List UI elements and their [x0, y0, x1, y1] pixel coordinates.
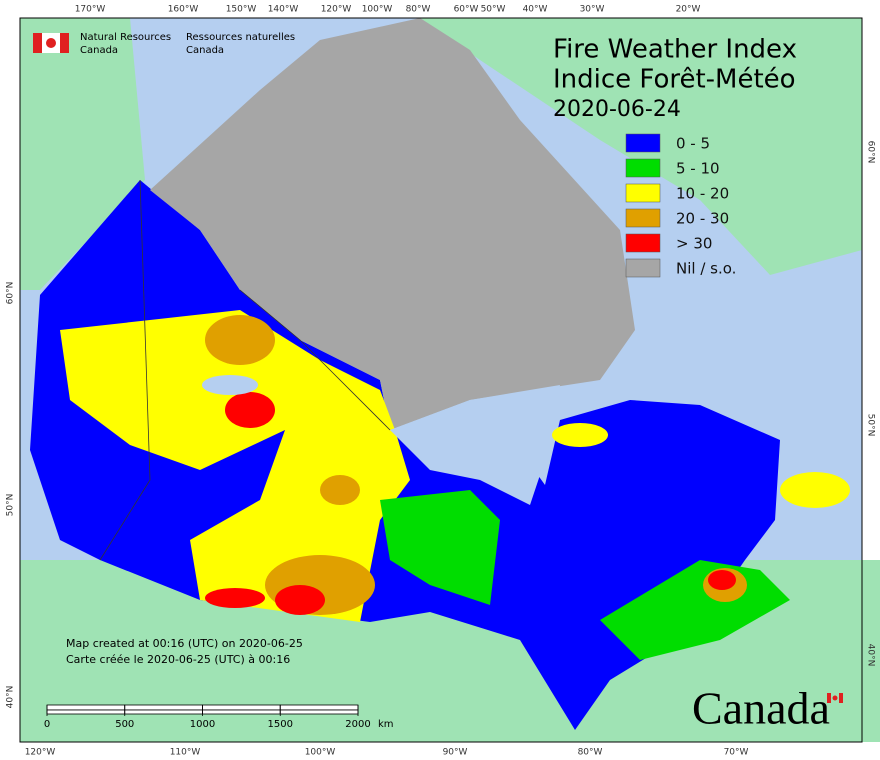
fwi-area	[320, 475, 360, 505]
legend-swatch	[625, 233, 661, 253]
legend-swatch	[625, 258, 661, 278]
scale-segment	[46, 704, 126, 711]
legend-label: > 30	[676, 235, 712, 253]
lake	[202, 375, 258, 395]
scale-segment	[279, 709, 359, 715]
fwi-area	[225, 392, 275, 428]
fwi-area	[150, 18, 635, 430]
fwi-area	[552, 423, 608, 447]
agency-name: Ressources naturelles	[186, 32, 295, 43]
fwi-area	[205, 315, 275, 365]
fwi-area	[708, 570, 736, 590]
graticule-label: 80°W	[578, 748, 603, 758]
graticule-label: 40°W	[523, 5, 548, 15]
graticule-label: 50°W	[481, 5, 506, 15]
agency-name: Canada	[186, 45, 224, 56]
scale-segment	[279, 704, 359, 711]
scale-bar: 0 500 1000 1500 2000 km	[44, 704, 394, 730]
border	[99, 179, 151, 561]
map-title: Fire Weather Index	[553, 35, 797, 65]
wordmark-flag	[832, 695, 838, 701]
graticule-label: 70°W	[724, 748, 749, 758]
flag-leaf	[46, 38, 56, 48]
credit: Map created at 00:16 (UTC) on 2020-06-25	[66, 637, 303, 650]
scale-segment	[46, 709, 126, 715]
scale-label: 1000	[190, 719, 215, 730]
legend-label: 10 - 20	[676, 185, 729, 203]
legend-swatch	[625, 183, 661, 203]
graticule-label: 50°N	[6, 494, 16, 517]
graticule-label: 60°N	[866, 141, 876, 164]
wordmark: Canada	[692, 683, 830, 734]
graticule-label: 40°N	[6, 686, 16, 709]
legend-label: 5 - 10	[676, 160, 720, 178]
legend-label: 20 - 30	[676, 210, 729, 228]
wordmark-flag	[839, 693, 843, 703]
graticule-label: 50°N	[866, 414, 876, 437]
fwi-area	[380, 490, 500, 605]
agency-name: Natural Resources	[80, 32, 171, 43]
map-frame	[19, 17, 863, 743]
scale-segment	[124, 709, 203, 715]
scale-label: 1500	[268, 719, 293, 730]
map-title-fr: Indice Forêt-Météo	[553, 65, 796, 95]
graticule-label: 120°W	[321, 5, 352, 15]
legend-label: Nil / s.o.	[676, 260, 736, 278]
map-date: 2020-06-24	[553, 97, 681, 122]
graticule-label: 140°W	[268, 5, 299, 15]
graticule-label: 120°W	[25, 748, 56, 758]
graticule-label: 60°N	[6, 282, 16, 305]
fwi-area	[780, 472, 850, 508]
fwi-area	[205, 588, 265, 608]
flag-band	[60, 33, 69, 53]
alaska	[20, 18, 145, 290]
graticule-label: 80°W	[406, 5, 431, 15]
graticule-label: 160°W	[168, 5, 199, 15]
fwi-area	[60, 310, 410, 622]
scale-label: 2000	[345, 719, 370, 730]
graticule-label: 40°N	[866, 644, 876, 667]
legend-swatch	[625, 158, 661, 178]
graticule-label: 30°W	[580, 5, 605, 15]
legend: 0 - 5 5 - 10 10 - 20 20 - 30 > 30 Nil / s.o.	[625, 133, 736, 278]
graticule-label: 100°W	[305, 748, 336, 758]
legend-label: 0 - 5	[676, 135, 710, 153]
fwi-area	[275, 585, 325, 615]
scale-label: 0	[44, 719, 50, 730]
scale-label: 500	[115, 719, 134, 730]
graticule-label: 100°W	[362, 5, 393, 15]
agency-name: Canada	[80, 45, 118, 56]
graticule-label: 110°W	[170, 748, 201, 758]
scale-segment	[124, 704, 203, 711]
border	[239, 289, 391, 431]
graticule-label: 150°W	[226, 5, 257, 15]
hudson-bay	[390, 385, 560, 505]
scale-segment	[202, 704, 281, 711]
wordmark-flag	[827, 693, 831, 703]
legend-swatch	[625, 133, 661, 153]
graticule-label: 60°W	[454, 5, 479, 15]
graticule-label: 170°W	[75, 5, 106, 15]
graticule-label: 20°W	[676, 5, 701, 15]
legend-swatch	[625, 208, 661, 228]
scale-segment	[202, 709, 281, 715]
scale-unit: km	[378, 719, 394, 730]
graticule-label: 90°W	[443, 748, 468, 758]
flag-band	[33, 33, 42, 53]
credit: Carte créée le 2020-06-25 (UTC) à 00:16	[66, 653, 290, 666]
